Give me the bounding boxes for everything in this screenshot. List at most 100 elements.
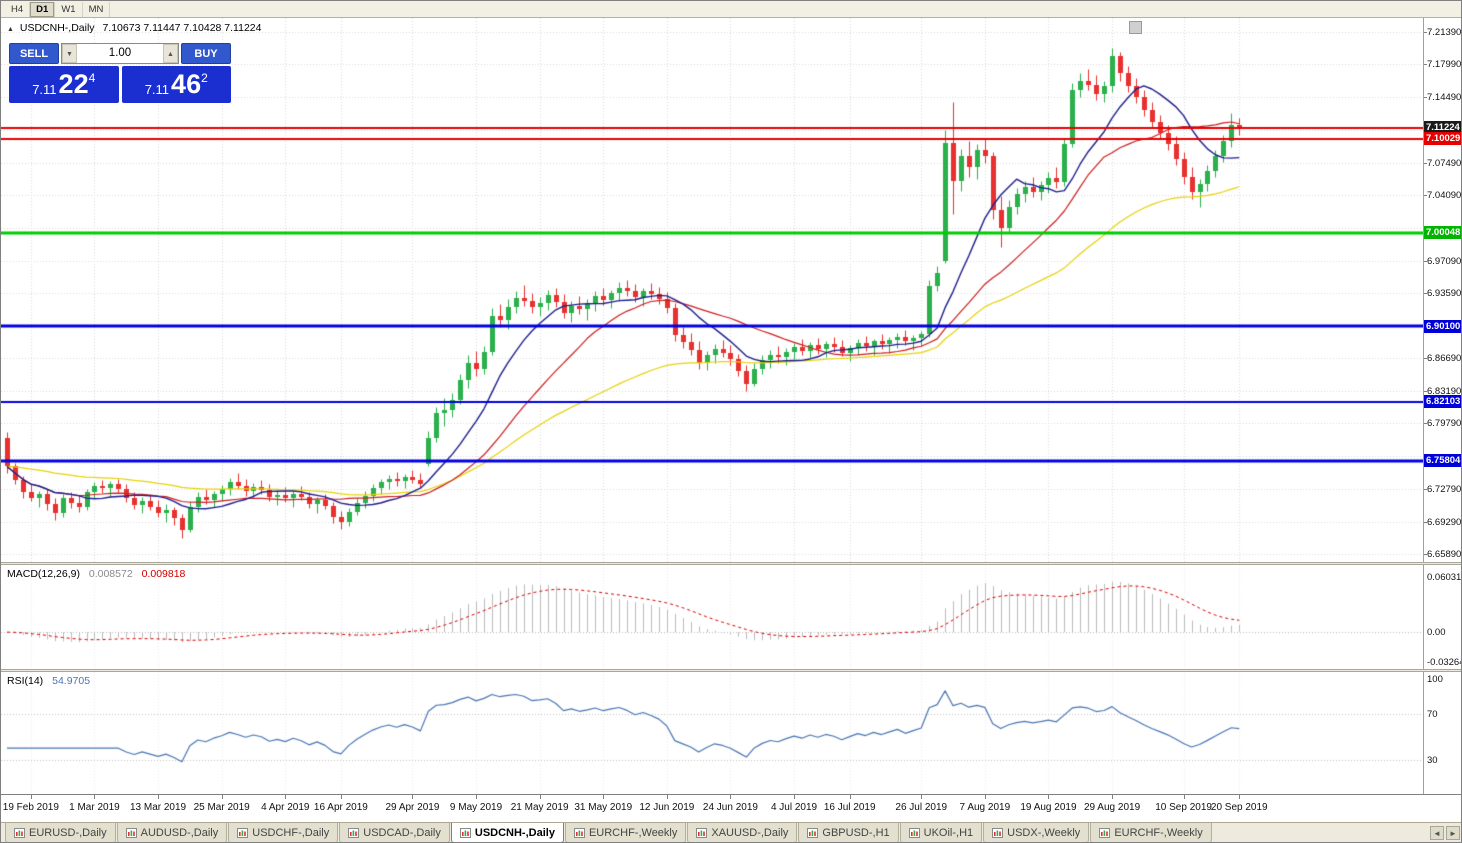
macd-label: MACD(12,26,9) 0.008572 0.009818: [7, 568, 185, 580]
price-axis-label: 6.65890: [1427, 549, 1462, 560]
date-axis-label: 16 Apr 2019: [313, 802, 368, 813]
price-level-badge: 6.90100: [1424, 319, 1461, 333]
tab-scroll-left-icon[interactable]: ◄: [1430, 826, 1444, 840]
chart-tab-usdchf-daily[interactable]: USDCHF-,Daily: [228, 823, 339, 842]
chart-ohlc-values: 7.10673 7.11447 7.10428 7.11224: [102, 22, 262, 34]
price-level-badge: 7.11224: [1424, 121, 1461, 135]
chart-tab-ukoil-h1[interactable]: UKOil-,H1: [899, 823, 983, 842]
sell-button[interactable]: SELL: [9, 43, 59, 64]
price-axis-label: 7.17990: [1427, 58, 1462, 70]
chart-tab-usdcnh-daily[interactable]: USDCNH-,Daily: [450, 823, 564, 842]
sell-price-display[interactable]: 7.11 22 4: [9, 66, 119, 103]
chart-symbol-period: USDCNH-,Daily: [19, 22, 95, 34]
price-tick: [1424, 32, 1427, 33]
chart-tab-gbpusd-h1[interactable]: GBPUSD-,H1: [798, 823, 899, 842]
price-level-badge: 7.10029: [1424, 132, 1461, 146]
tab-scroll-right-icon[interactable]: ►: [1446, 826, 1460, 840]
mini-chart-icon: [908, 827, 920, 838]
buy-price-base: 7.11: [144, 81, 170, 97]
chart-tab-xauusd-daily[interactable]: XAUUSD-,Daily: [687, 823, 798, 842]
rsi-label: RSI(14) 54.9705: [7, 675, 90, 687]
date-axis-label: 12 Jun 2019: [639, 802, 695, 813]
macd-indicator-canvas[interactable]: [1, 565, 1423, 669]
date-axis-label: 9 May 2019: [449, 802, 503, 813]
volume-input[interactable]: 1.00: [108, 47, 132, 59]
mini-chart-icon: [459, 827, 471, 838]
date-axis-label: 7 Aug 2019: [959, 802, 1011, 813]
tab-label: USDX-,Weekly: [1007, 826, 1081, 839]
timeframe-button-w1[interactable]: W1: [55, 1, 83, 17]
price-tick: [1424, 64, 1427, 65]
price-chart-canvas[interactable]: [1, 18, 1423, 562]
date-tick: [667, 795, 668, 799]
date-axis-label: 21 May 2019: [510, 802, 569, 813]
date-tick: [730, 795, 731, 799]
price-tick: [1424, 195, 1427, 196]
chart-tab-eurchf-weekly[interactable]: EURCHF-,Weekly: [1090, 823, 1212, 842]
price-axis-label: 7.21390: [1427, 27, 1462, 38]
timeframe-button-d1[interactable]: D1: [30, 1, 56, 17]
date-tick: [1112, 795, 1113, 799]
price-tick: [1424, 358, 1427, 359]
price-tick: [1424, 97, 1427, 98]
sell-price-sup: 4: [88, 71, 96, 85]
sell-price-big: 22: [58, 69, 89, 99]
chart-tab-audusd-daily[interactable]: AUDUSD-,Daily: [116, 823, 228, 842]
timeframe-button-h4[interactable]: H4: [5, 1, 31, 17]
date-tick: [285, 795, 286, 799]
price-tick: [1424, 293, 1427, 294]
price-axis-label: 7.04090: [1427, 189, 1462, 201]
tab-label: USDCNH-,Daily: [474, 826, 555, 839]
one-click-collapse-icon[interactable]: ▲: [7, 26, 14, 33]
rsi-indicator-canvas[interactable]: [1, 672, 1423, 794]
buy-button[interactable]: BUY: [181, 43, 231, 64]
chart-tab-usdcad-daily[interactable]: USDCAD-,Daily: [339, 823, 450, 842]
macd-axis-label: 0.060317: [1427, 572, 1462, 583]
date-tick: [31, 795, 32, 799]
date-axis[interactable]: 19 Feb 2019 1 Mar 2019 13 Mar 2019 25 Mar 2…: [1, 794, 1461, 822]
date-axis-label: 10 Sep 2019: [1155, 802, 1212, 813]
volume-stepper: ▼ 1.00 ▲: [61, 43, 179, 64]
pane-splitter[interactable]: [1, 669, 1461, 672]
chart-shift-marker[interactable]: [1129, 21, 1142, 34]
date-axis-label: 19 Aug 2019: [1020, 802, 1077, 813]
chart-tab-usdx-weekly[interactable]: USDX-,Weekly: [983, 823, 1090, 842]
chart-tab-eurchf-weekly[interactable]: EURCHF-,Weekly: [564, 823, 687, 842]
tab-label: USDCHF-,Daily: [252, 826, 330, 839]
volume-increase-button[interactable]: ▲: [163, 44, 178, 63]
price-tick: [1424, 163, 1427, 164]
date-axis-label: 31 May 2019: [574, 802, 633, 813]
rsi-axis-label: 70: [1427, 708, 1438, 720]
chart-tab-eurusd-daily[interactable]: EURUSD-,Daily: [5, 823, 116, 842]
price-axis-label: 6.93590: [1427, 288, 1462, 300]
date-tick: [603, 795, 604, 799]
macd-main-value: 0.008572: [88, 568, 133, 580]
chart-title: ▲ USDCNH-,Daily 7.10673 7.11447 7.10428 …: [7, 22, 261, 34]
date-axis-label: 19 Feb 2019: [2, 802, 59, 813]
chart-tab-bar: EURUSD-,Daily AUDUSD-,Daily USDCHF-,Daily U…: [1, 822, 1461, 842]
date-axis-label: 4 Apr 2019: [261, 802, 310, 813]
price-tick: [1424, 489, 1427, 490]
rsi-value: 54.9705: [52, 675, 91, 687]
timeframe-button-mn[interactable]: MN: [83, 1, 111, 17]
tab-label: USDCAD-,Daily: [363, 826, 441, 839]
macd-signal-value: 0.009818: [141, 568, 186, 580]
sell-price-base: 7.11: [32, 81, 57, 97]
date-tick: [850, 795, 851, 799]
tab-label: EURCHF-,Weekly: [588, 826, 678, 839]
price-axis-label: 7.14490: [1427, 91, 1462, 103]
volume-decrease-button[interactable]: ▼: [62, 44, 77, 63]
date-axis-label: 4 Jul 2019: [770, 802, 818, 813]
date-tick: [540, 795, 541, 799]
date-axis-label: 26 Jul 2019: [895, 802, 948, 813]
tab-label: AUDUSD-,Daily: [140, 826, 219, 839]
pane-splitter[interactable]: [1, 562, 1461, 565]
mini-chart-icon: [807, 827, 819, 838]
buy-price-display[interactable]: 7.11 46 2: [121, 66, 231, 103]
date-tick: [921, 795, 922, 799]
price-axis[interactable]: 7.21390 7.17990 7.14490 7.07490 7.04090 6.970…: [1423, 18, 1462, 794]
price-tick: [1424, 391, 1427, 392]
macd-axis-label: 0.00: [1427, 627, 1446, 639]
date-tick: [341, 795, 342, 799]
